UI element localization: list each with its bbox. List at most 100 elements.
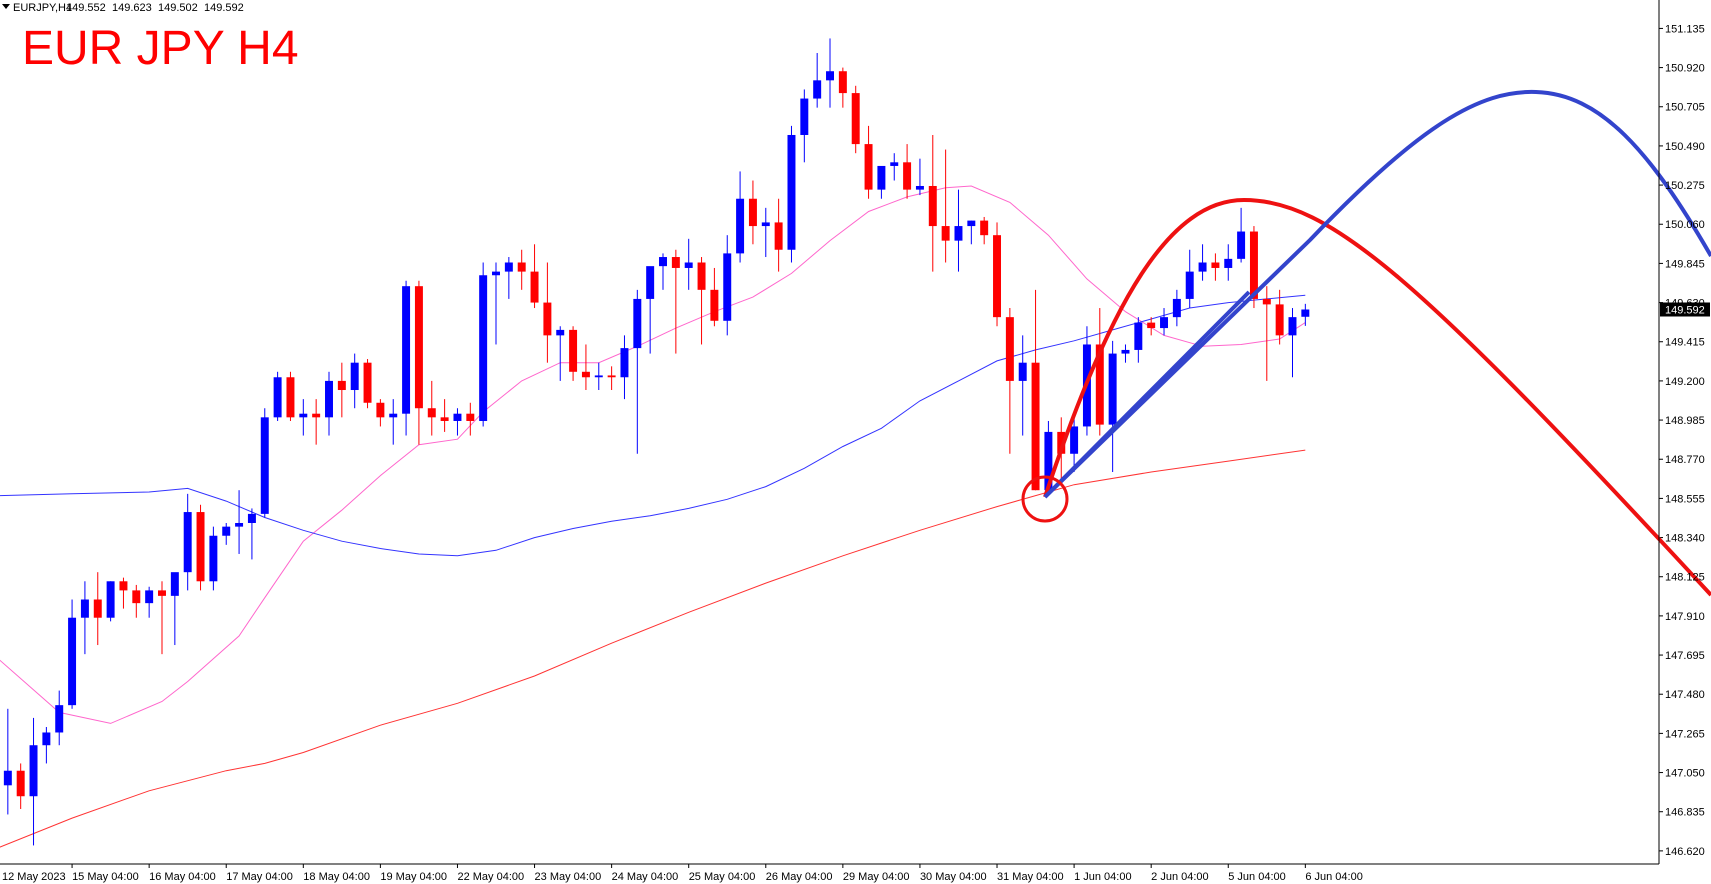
candle-body <box>1172 298 1181 318</box>
candle-body <box>119 581 128 591</box>
candle-body <box>864 144 873 190</box>
candle-body <box>890 162 899 166</box>
axis-labels: 151.135 150.920 150.705 150.490 150.275 150.0… <box>2 23 1710 883</box>
candle-body <box>1070 426 1079 454</box>
candle-body <box>414 286 423 409</box>
candle-body <box>928 185 937 227</box>
candle-body <box>980 220 989 236</box>
candle-body <box>1185 271 1194 299</box>
candle-body <box>158 590 166 596</box>
candle-body <box>235 522 244 527</box>
candle-body <box>1211 262 1220 268</box>
candle-body <box>299 413 308 418</box>
x-tick-label: 16 May 04:00 <box>149 871 216 883</box>
candle-body <box>402 286 411 414</box>
candle-body <box>748 198 757 227</box>
candle-body <box>1160 317 1169 329</box>
y-tick-label: 150.490 <box>1665 141 1705 153</box>
candle-body <box>466 413 475 421</box>
candle-body <box>761 222 770 227</box>
x-tick-label: 29 May 04:00 <box>843 871 910 883</box>
y-tick-label: 148.985 <box>1665 415 1705 427</box>
y-tick-label: 150.060 <box>1665 219 1705 231</box>
candle-body <box>967 220 976 227</box>
x-tick-label: 15 May 04:00 <box>72 871 139 883</box>
candle-body <box>312 413 321 418</box>
y-tick-label: 147.910 <box>1665 611 1705 623</box>
candle-body <box>222 526 231 536</box>
candle-body <box>325 380 333 418</box>
candle-body <box>787 134 796 250</box>
candles <box>3 38 1310 846</box>
candle-body <box>697 262 706 290</box>
candle-body <box>1044 431 1053 491</box>
moving-average <box>0 449 1306 848</box>
candle-body <box>659 257 667 267</box>
candle-body <box>851 93 860 145</box>
circle-marker <box>1021 475 1069 523</box>
y-tick-label: 148.125 <box>1665 572 1705 584</box>
symbol: EURJPY,H4 <box>13 2 72 14</box>
candle-body <box>1301 309 1310 317</box>
candle-body <box>736 198 745 254</box>
candle-body <box>954 226 963 241</box>
candle-body <box>106 581 115 618</box>
candle-body <box>903 162 912 190</box>
candle-body <box>42 732 51 746</box>
candle-body <box>710 289 719 321</box>
candle-body <box>376 402 385 418</box>
blue-arc <box>1043 89 1711 499</box>
candle-body <box>1249 231 1258 299</box>
candle-body <box>145 590 154 604</box>
candle-body <box>877 165 886 190</box>
candle-body <box>671 257 680 268</box>
candle-body <box>453 413 462 421</box>
y-tick-label: 146.835 <box>1665 807 1705 819</box>
candle-body <box>132 590 141 604</box>
candle-body <box>915 185 924 190</box>
candle-body <box>993 235 1002 318</box>
candle-body <box>492 271 500 276</box>
x-tick-label: 23 May 04:00 <box>535 871 602 883</box>
header-low: 149.502 <box>158 2 198 14</box>
candle-body <box>813 80 822 99</box>
candle-body <box>479 275 488 421</box>
candle-body <box>260 417 269 514</box>
candle-body <box>16 770 25 797</box>
y-tick-label: 146.620 <box>1665 846 1705 858</box>
header-arrow <box>2 4 10 9</box>
candle-body <box>183 512 192 573</box>
x-tick-label: 2 Jun 04:00 <box>1151 871 1209 883</box>
y-tick-label: 147.695 <box>1665 650 1705 662</box>
y-tick-label: 151.135 <box>1665 23 1705 35</box>
header-high: 149.623 <box>112 2 152 14</box>
x-tick-label: 24 May 04:00 <box>612 871 679 883</box>
candle-body <box>427 408 436 418</box>
axes <box>71 27 1663 868</box>
candle-body <box>723 253 732 321</box>
candle-body <box>1237 231 1246 259</box>
candle-body <box>1095 344 1104 425</box>
x-tick-label: 19 May 04:00 <box>380 871 447 883</box>
y-tick-label: 148.770 <box>1665 454 1705 466</box>
candle-body <box>684 262 693 268</box>
candle-body <box>581 371 590 378</box>
y-tick-label: 148.340 <box>1665 533 1705 545</box>
candle-body <box>633 298 642 349</box>
candle-body <box>594 375 603 378</box>
x-tick-label: 22 May 04:00 <box>457 871 524 883</box>
candle-body <box>1005 317 1014 381</box>
trend-line <box>1043 290 1251 499</box>
x-tick-label: 25 May 04:00 <box>689 871 756 883</box>
x-tick-label: 1 Jun 04:00 <box>1074 871 1132 883</box>
candle-body <box>517 262 526 272</box>
candle-body <box>1198 262 1207 272</box>
candle-body <box>1288 317 1297 336</box>
drawings <box>1021 89 1711 597</box>
candle-body <box>620 348 629 378</box>
candle-body <box>273 377 282 418</box>
candle-body <box>941 226 950 241</box>
candle-body <box>93 599 102 618</box>
candle-body <box>569 329 578 372</box>
